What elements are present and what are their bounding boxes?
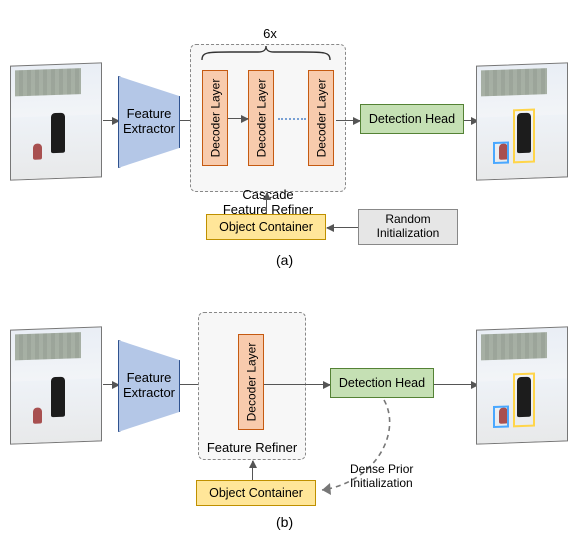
panel-a-object-container: Object Container	[206, 214, 326, 240]
panel-b-caption: (b)	[276, 514, 293, 530]
label: Decoder Layer	[244, 343, 258, 422]
arrow-a-input-to-fe	[103, 120, 119, 121]
bbox-person-blue	[493, 405, 509, 428]
arrow-b-oc-up	[252, 461, 253, 480]
panel-b-dense-prior-label: Dense Prior Initialization	[350, 462, 460, 490]
panel-b-output-image	[476, 326, 568, 444]
panel-b-detection-head: Detection Head	[330, 368, 434, 398]
text: (b)	[276, 514, 293, 530]
panel-a-feature-extractor-label: Feature Extractor	[118, 76, 180, 168]
bbox-person-blue	[493, 141, 509, 164]
diagram-root: Feature Extractor 6x Decoder Layer Decod…	[0, 0, 578, 536]
text: Object Container	[209, 486, 303, 500]
text: Object Container	[219, 220, 313, 234]
arrow-b-input-to-fe	[103, 384, 119, 385]
panel-b-decoder: Decoder Layer	[238, 334, 264, 430]
arrow-b-dh-to-output	[434, 384, 478, 385]
label: Decoder Layer	[208, 79, 222, 158]
arrow-a-ri-to-oc	[327, 227, 358, 228]
panel-a-random-init: Random Initialization	[358, 209, 458, 245]
panel-b-object-container: Object Container	[196, 480, 316, 506]
label: Decoder Layer	[314, 79, 328, 158]
panel-a-ellipsis	[278, 118, 306, 120]
text: Detection Head	[339, 376, 425, 390]
arrow-b-refiner-to-dh	[264, 384, 330, 385]
panel-a-decoder-1: Decoder Layer	[202, 70, 228, 166]
arrow-a-oc-up	[266, 193, 267, 214]
arrow-a-refiner-to-dh	[336, 120, 360, 121]
arrow-a-dec1-dec2	[228, 118, 248, 119]
text: Detection Head	[369, 112, 455, 126]
bbox-person-yellow	[513, 109, 535, 164]
panel-a-detection-head: Detection Head	[360, 104, 464, 134]
panel-a-output-image	[476, 62, 568, 180]
panel-a-brace	[200, 44, 332, 62]
text: Dense Prior Initialization	[350, 462, 413, 490]
panel-b-feature-extractor-label: Feature Extractor	[118, 340, 180, 432]
text: Feature Refiner	[207, 440, 297, 455]
panel-a-multiplier: 6x	[255, 26, 285, 41]
text: Feature Extractor	[123, 107, 175, 137]
bbox-person-yellow	[513, 373, 535, 428]
label: Decoder Layer	[254, 79, 268, 158]
panel-a-caption: (a)	[276, 252, 293, 268]
panel-a-input-image	[10, 62, 102, 180]
panel-a-decoder-2: Decoder Layer	[248, 70, 274, 166]
text: Random Initialization	[377, 213, 440, 241]
panel-a-decoder-3: Decoder Layer	[308, 70, 334, 166]
text: 6x	[263, 26, 277, 41]
panel-b-refiner-label: Feature Refiner	[198, 440, 306, 455]
text: (a)	[276, 252, 293, 268]
text: Feature Extractor	[123, 371, 175, 401]
panel-b-input-image	[10, 326, 102, 444]
